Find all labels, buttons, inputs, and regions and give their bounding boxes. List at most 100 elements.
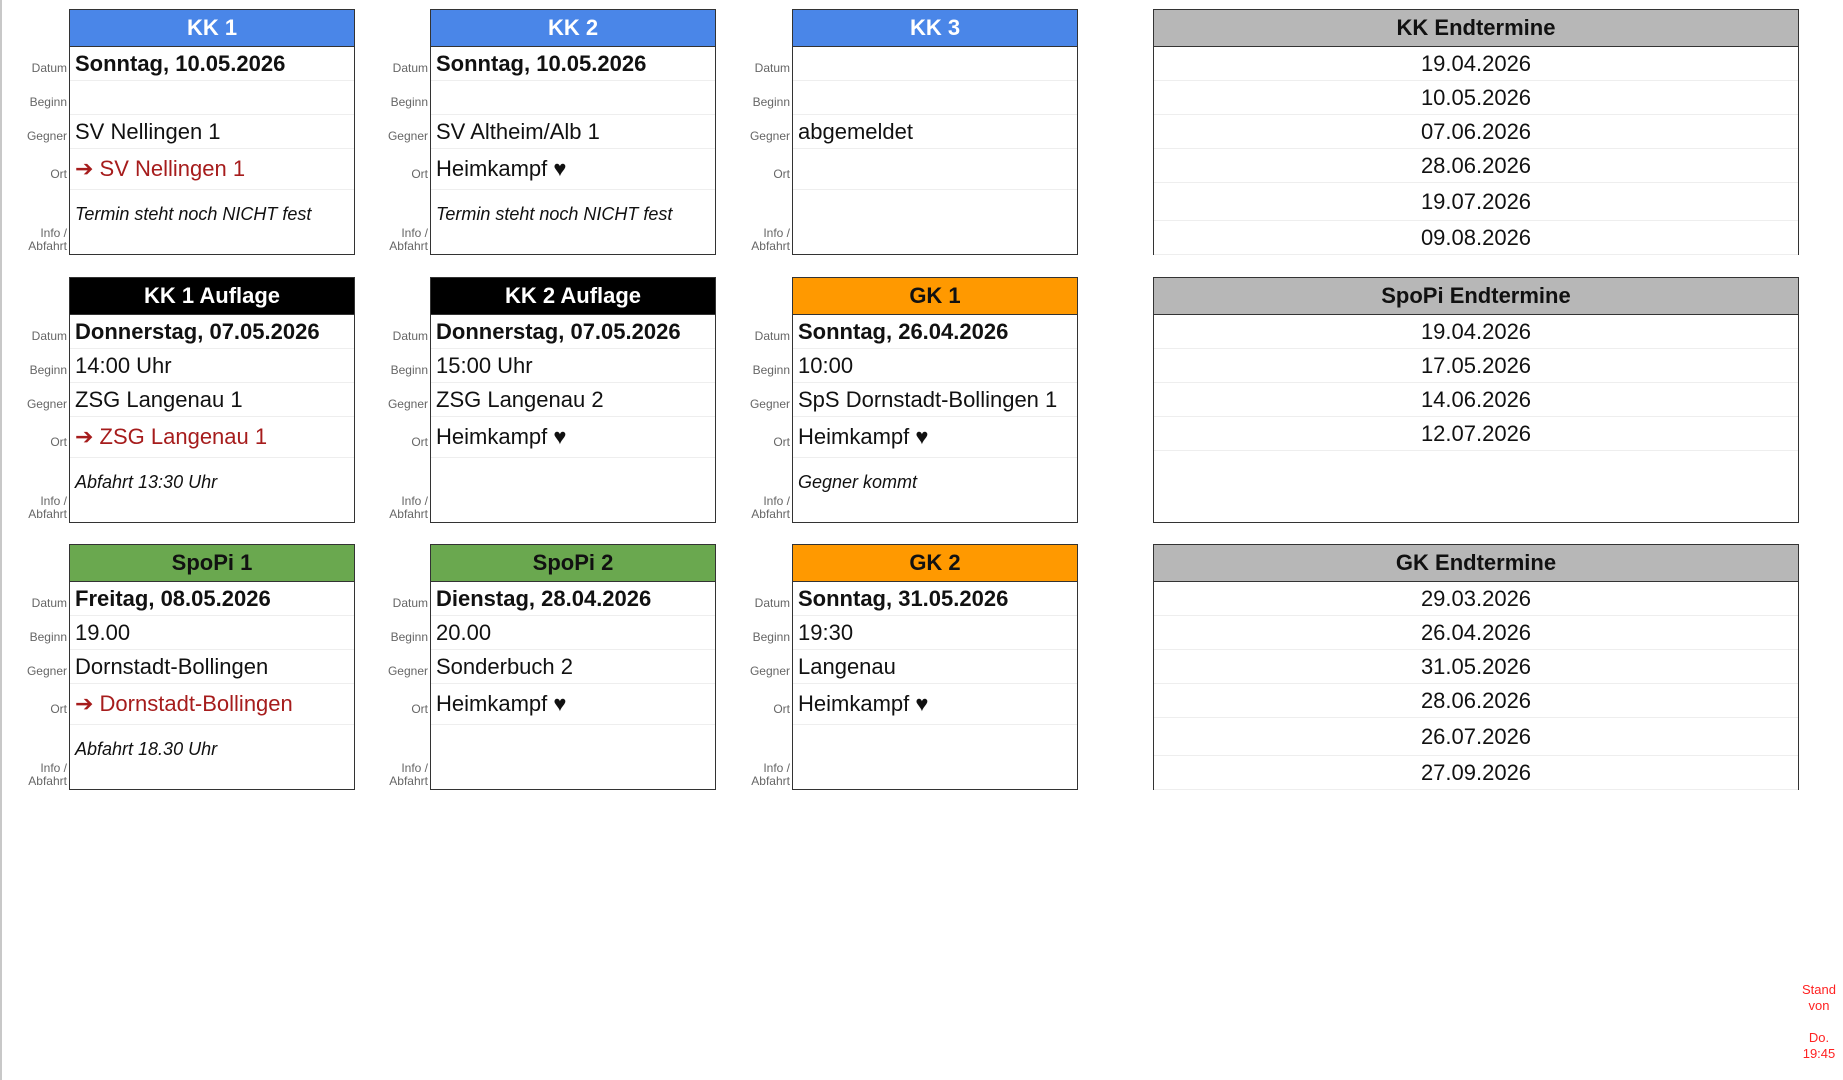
label-info: Info / Abfahrt: [28, 494, 67, 521]
beginn-cell[interactable]: 19:30: [793, 616, 1077, 650]
gegner-cell[interactable]: ZSG Langenau 1: [70, 383, 354, 417]
row-labels: Datum Beginn Gegner Ort Info / Abfahrt: [728, 544, 790, 790]
label-ort: Ort: [411, 167, 428, 181]
label-datum: Datum: [392, 596, 428, 610]
datum-cell[interactable]: Donnerstag, 07.05.2026: [70, 315, 354, 349]
label-info: Info / Abfahrt: [389, 226, 428, 253]
ort-cell[interactable]: ➔ ZSG Langenau 1: [70, 417, 354, 458]
label-datum: Datum: [754, 329, 790, 343]
stand-label: Stand: [1802, 982, 1836, 997]
row-labels: Datum Beginn Gegner Ort Info / Abfahrt: [728, 9, 790, 255]
card-title: KK 1 Auflage: [70, 278, 354, 315]
card-title: GK 1: [793, 278, 1077, 315]
gegner-cell[interactable]: SV Nellingen 1: [70, 115, 354, 149]
datum-cell[interactable]: Donnerstag, 07.05.2026: [431, 315, 715, 349]
gegner-cell[interactable]: abgemeldet: [793, 115, 1077, 149]
datum-cell[interactable]: Sonntag, 26.04.2026: [793, 315, 1077, 349]
ort-cell[interactable]: Heimkampf ♥: [431, 684, 715, 725]
label-gegner: Gegner: [387, 129, 428, 143]
ort-cell[interactable]: Heimkampf ♥: [793, 417, 1077, 458]
datum-cell[interactable]: [793, 47, 1077, 81]
label-gegner: Gegner: [26, 664, 67, 678]
info-cell[interactable]: Abfahrt 13:30 Uhr: [75, 472, 218, 492]
beginn-cell[interactable]: [793, 81, 1077, 115]
ort-cell[interactable]: ➔ SV Nellingen 1: [70, 149, 354, 190]
beginn-cell[interactable]: 19.00: [70, 616, 354, 650]
endtermin-date[interactable]: 26.07.2026: [1154, 718, 1798, 756]
card-title: KK 2 Auflage: [431, 278, 715, 315]
stand-von: von: [1808, 998, 1830, 1013]
beginn-cell[interactable]: [431, 81, 715, 115]
label-beginn: Beginn: [29, 95, 67, 109]
info-cell[interactable]: [793, 190, 1077, 288]
label-gegner: Gegner: [387, 397, 428, 411]
match-card: KK 2 Sonntag, 10.05.2026 SV Altheim/Alb …: [430, 9, 716, 255]
datum-cell[interactable]: Dienstag, 28.04.2026: [431, 582, 715, 616]
ort-cell[interactable]: ➔ Dornstadt-Bollingen: [70, 684, 354, 725]
ort-cell[interactable]: Heimkampf ♥: [431, 417, 715, 458]
endtermin-date[interactable]: 09.08.2026: [1154, 221, 1798, 255]
gegner-cell[interactable]: SV Altheim/Alb 1: [431, 115, 715, 149]
info-cell[interactable]: [793, 725, 1077, 823]
gegner-cell[interactable]: Langenau: [793, 650, 1077, 684]
label-info: Info / Abfahrt: [751, 226, 790, 253]
row-labels: Datum Beginn Gegner Ort Info / Abfahrt: [5, 277, 67, 523]
label-datum: Datum: [392, 61, 428, 75]
row-labels: Datum Beginn Gegner Ort Info / Abfahrt: [366, 9, 428, 255]
endtermin-date[interactable]: 26.04.2026: [1154, 616, 1798, 650]
endtermin-date[interactable]: 07.06.2026: [1154, 115, 1798, 149]
ort-cell[interactable]: Heimkampf ♥: [431, 149, 715, 190]
endtermine-title: GK Endtermine: [1154, 545, 1798, 582]
endtermine-title: SpoPi Endtermine: [1154, 278, 1798, 315]
stand-time: 19:45: [1802, 1046, 1836, 1061]
info-cell[interactable]: Gegner kommt: [798, 472, 918, 492]
label-beginn: Beginn: [29, 363, 67, 377]
gegner-cell[interactable]: ZSG Langenau 2: [431, 383, 715, 417]
row-labels: Datum Beginn Gegner Ort Info / Abfahrt: [728, 277, 790, 523]
endtermin-date[interactable]: 19.04.2026: [1154, 47, 1798, 81]
endtermin-date[interactable]: 12.07.2026: [1154, 417, 1798, 451]
endtermin-date[interactable]: 27.09.2026: [1154, 756, 1798, 790]
info-cell[interactable]: [431, 725, 715, 823]
ort-cell[interactable]: Heimkampf ♥: [793, 684, 1077, 725]
gegner-cell[interactable]: SpS Dornstadt-Bollingen 1: [793, 383, 1077, 417]
beginn-cell[interactable]: 15:00 Uhr: [431, 349, 715, 383]
datum-cell[interactable]: Sonntag, 31.05.2026: [793, 582, 1077, 616]
gegner-cell[interactable]: Dornstadt-Bollingen: [70, 650, 354, 684]
card-title: KK 3: [793, 10, 1077, 47]
label-ort: Ort: [411, 702, 428, 716]
ort-cell[interactable]: [793, 149, 1077, 190]
info-cell[interactable]: [431, 458, 715, 556]
info-cell[interactable]: Termin steht noch NICHT fest: [75, 204, 312, 224]
row-labels: Datum Beginn Gegner Ort Info / Abfahrt: [5, 9, 67, 255]
label-beginn: Beginn: [752, 95, 790, 109]
datum-cell[interactable]: Sonntag, 10.05.2026: [431, 47, 715, 81]
card-title: KK 2: [431, 10, 715, 47]
endtermin-date[interactable]: 29.03.2026: [1154, 582, 1798, 616]
info-cell[interactable]: Abfahrt 18.30 Uhr: [75, 739, 218, 759]
endtermin-date[interactable]: 10.05.2026: [1154, 81, 1798, 115]
beginn-cell[interactable]: 20.00: [431, 616, 715, 650]
label-datum: Datum: [392, 329, 428, 343]
match-card: KK 1 Sonntag, 10.05.2026 SV Nellingen 1 …: [69, 9, 355, 255]
datum-cell[interactable]: Sonntag, 10.05.2026: [70, 47, 354, 81]
info-cell[interactable]: Termin steht noch NICHT fest: [436, 204, 673, 224]
label-ort: Ort: [50, 435, 67, 449]
card-title: KK 1: [70, 10, 354, 47]
endtermin-date[interactable]: 19.04.2026: [1154, 315, 1798, 349]
endtermin-date[interactable]: 17.05.2026: [1154, 349, 1798, 383]
datum-cell[interactable]: Freitag, 08.05.2026: [70, 582, 354, 616]
row-labels: Datum Beginn Gegner Ort Info / Abfahrt: [366, 544, 428, 790]
label-datum: Datum: [754, 596, 790, 610]
label-gegner: Gegner: [26, 129, 67, 143]
gegner-cell[interactable]: Sonderbuch 2: [431, 650, 715, 684]
endtermin-date[interactable]: 31.05.2026: [1154, 650, 1798, 684]
beginn-cell[interactable]: 10:00: [793, 349, 1077, 383]
beginn-cell[interactable]: 14:00 Uhr: [70, 349, 354, 383]
endtermin-date[interactable]: 28.06.2026: [1154, 149, 1798, 183]
match-card: SpoPi 2 Dienstag, 28.04.2026 20.00 Sonde…: [430, 544, 716, 790]
endtermin-date[interactable]: 14.06.2026: [1154, 383, 1798, 417]
endtermin-date[interactable]: 28.06.2026: [1154, 684, 1798, 718]
beginn-cell[interactable]: [70, 81, 354, 115]
endtermin-date[interactable]: 19.07.2026: [1154, 183, 1798, 221]
